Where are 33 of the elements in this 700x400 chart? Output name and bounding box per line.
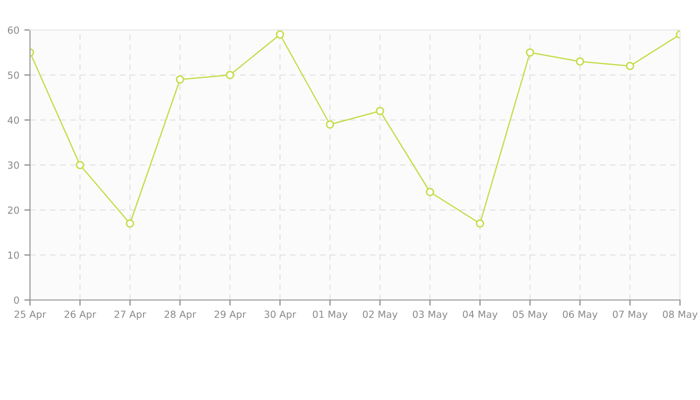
point (326, 120, 334, 129)
x-tick-label: 29 Apr (214, 310, 246, 320)
point (276, 30, 284, 39)
x-tick-label: 28 Apr (164, 310, 196, 320)
y-tick-label: 60 (8, 26, 19, 34)
point (76, 160, 84, 170)
y-tick-label: 50 (8, 71, 19, 79)
y-tick-label: 30 (8, 161, 19, 169)
point (526, 48, 534, 57)
point (626, 62, 634, 70)
x-tick-label: 08 May (662, 310, 698, 320)
x-tick-label: 27 Apr (114, 310, 146, 320)
y-tick-label: 20 (8, 206, 19, 214)
y-tick-label: 0 (14, 296, 19, 304)
point (476, 219, 484, 228)
x-tick-label: 04 May (462, 310, 498, 320)
point (376, 106, 384, 116)
x-tick-label: 02 May (362, 310, 398, 320)
y-tick-label: 10 (8, 251, 19, 259)
point (176, 75, 184, 84)
x-tick-label: 07 May (612, 310, 648, 320)
point (426, 188, 434, 196)
y-tick-label: 40 (8, 116, 19, 124)
x-tick-label: 06 May (562, 310, 598, 320)
x-tick-label: 25 Apr (14, 310, 46, 320)
x-tick-label: 01 May (312, 310, 348, 320)
x-tick-label: 03 May (412, 310, 448, 320)
x-tick-label: 26 Apr (64, 310, 96, 320)
point (576, 57, 584, 66)
x-tick-label: 30 Apr (264, 310, 296, 320)
point (126, 219, 134, 228)
x-tick-label: 05 May (512, 310, 548, 320)
point (226, 70, 234, 80)
